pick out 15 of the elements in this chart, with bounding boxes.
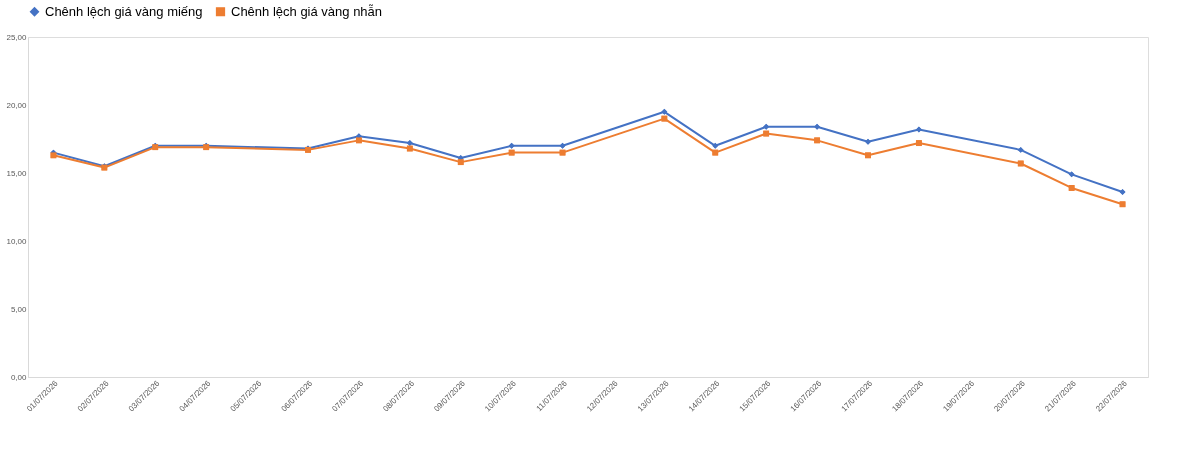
y-tick-label: 15,00: [6, 168, 28, 178]
y-tick-label: 20,00: [6, 100, 28, 110]
y-tick-label: 10,00: [6, 236, 28, 246]
point: [865, 152, 871, 159]
legend-label: Chênh lệch giá vàng miếng: [45, 3, 203, 19]
legend-label: Chênh lệch giá vàng nhẫn: [231, 3, 383, 19]
point: [1068, 185, 1075, 191]
y-tick-label: 5,00: [10, 304, 28, 314]
point: [1068, 171, 1075, 178]
point: [508, 149, 515, 156]
y-tick-label: 25,00: [6, 32, 28, 42]
y-tick-label: 0,00: [10, 372, 28, 382]
point: [1119, 189, 1126, 195]
point: [559, 149, 566, 156]
point: [661, 115, 668, 122]
